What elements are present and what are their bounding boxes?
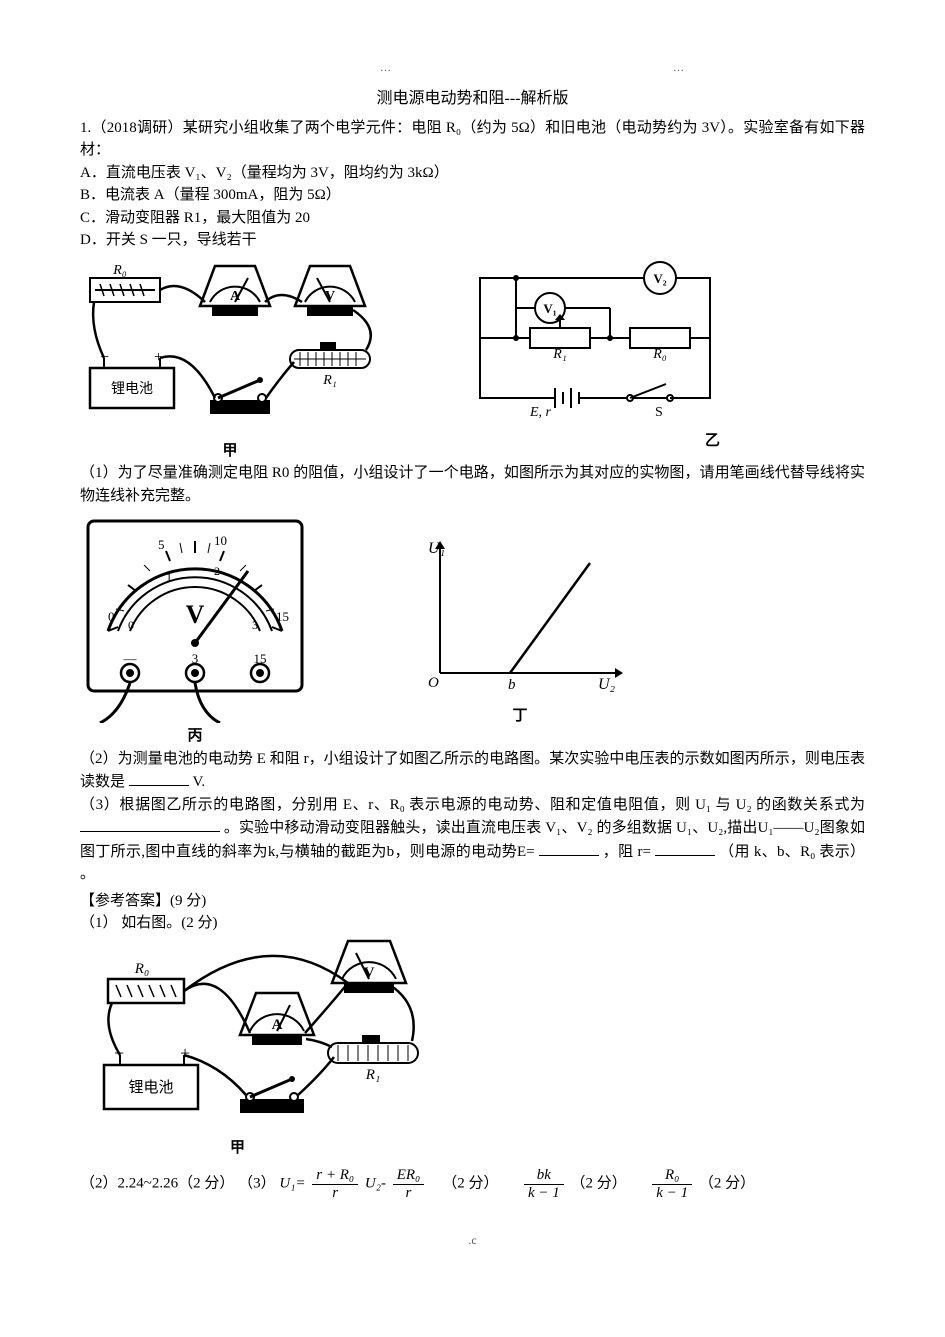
- label-ding: 丁: [512, 705, 527, 728]
- svg-text:S: S: [655, 405, 663, 420]
- frac4-den: k − 1: [652, 1185, 692, 1202]
- physical-circuit-icon: R₀ A V 锂电池 − +: [80, 258, 380, 438]
- svg-text:U₂: U₂: [598, 676, 616, 693]
- ans3-u1: U₁=: [279, 1175, 305, 1191]
- frac-2: ER₀ r: [393, 1167, 425, 1201]
- svg-text:V: V: [186, 600, 205, 629]
- frac3-den: k − 1: [524, 1185, 564, 1202]
- option-d: D．开关 S 一只，导线若干: [80, 229, 865, 252]
- svg-text:锂电池: 锂电池: [128, 1079, 173, 1096]
- svg-text:R₁: R₁: [552, 347, 566, 362]
- q2-text-b: V.: [193, 774, 206, 790]
- label-bing: 丙: [187, 725, 202, 748]
- ans2-lead: （2）2.24~2.26（2 分） （3）: [80, 1175, 276, 1191]
- svg-text:O: O: [428, 675, 439, 691]
- label-jia: 甲: [222, 440, 237, 463]
- svg-text:—: —: [123, 651, 138, 666]
- q3-text-c: ，阻 r=: [603, 844, 651, 860]
- answers-block: 【参考答案】(9 分) （1） 如右图。(2 分): [80, 890, 865, 935]
- svg-text:15: 15: [276, 609, 289, 624]
- figure-yi: V₂ V₁ R₁ R₀: [460, 258, 730, 453]
- label-answer-jia: 甲: [230, 1137, 245, 1160]
- blank-relation: [80, 816, 220, 832]
- svg-text:A: A: [272, 1017, 283, 1033]
- figure-ding: U₁ O b U₂ 丁: [410, 533, 630, 728]
- svg-text:R₀: R₀: [652, 347, 667, 362]
- svg-text:0: 0: [108, 609, 115, 624]
- svg-text:V: V: [364, 965, 375, 981]
- frac-3: bk k − 1: [524, 1167, 564, 1201]
- answer-circuit-icon: R₀ A V 锂电池 − +: [90, 935, 430, 1135]
- option-b: B．电流表 A（量程 300mA，阻为 5Ω）: [80, 184, 865, 207]
- svg-text:U₁: U₁: [428, 540, 445, 557]
- blank-r: [655, 840, 715, 856]
- figure-bing: 0 5 10 15 0 1 2 3 V — 3 15: [80, 513, 310, 748]
- frac1-den: r: [312, 1185, 358, 1202]
- svg-text:E, r: E, r: [529, 405, 552, 420]
- schematic-icon: V₂ V₁ R₁ R₀: [460, 258, 730, 428]
- frac-4: R₀ k − 1: [652, 1167, 692, 1201]
- page-header-dots: [80, 60, 865, 87]
- svg-text:1: 1: [166, 570, 172, 584]
- score-c: （2 分）: [699, 1175, 755, 1191]
- dot-b: [673, 60, 685, 77]
- frac1-num: r + R₀: [312, 1167, 358, 1185]
- figure-jia: R₀ A V 锂电池 − +: [80, 258, 380, 463]
- svg-text:3: 3: [192, 651, 199, 666]
- document-title: 测电源电动势和阻---解析版: [80, 87, 865, 111]
- answer-header: 【参考答案】(9 分): [80, 890, 865, 913]
- svg-text:A: A: [230, 289, 241, 304]
- voltmeter-icon: 0 5 10 15 0 1 2 3 V — 3 15: [80, 513, 310, 723]
- q3-text-a: （3）根据图乙所示的电路图，分别用 E、r、R₀ 表示电源的电动势、阻和定值电阻…: [80, 797, 865, 813]
- figure-row-1: R₀ A V 锂电池 − +: [80, 258, 865, 463]
- frac-1: r + R₀ r: [312, 1167, 358, 1201]
- frac3-num: bk: [524, 1167, 564, 1185]
- graph-icon: U₁ O b U₂: [410, 533, 630, 703]
- svg-text:15: 15: [254, 651, 267, 666]
- score-a: （2 分）: [442, 1175, 498, 1191]
- label-yi: 乙: [705, 430, 720, 453]
- svg-text:R₁: R₁: [322, 373, 336, 388]
- svg-text:b: b: [508, 677, 516, 693]
- option-a: A．直流电压表 V₁、V₂（量程均为 3V，阻均约为 3kΩ）: [80, 162, 865, 185]
- blank-emf: [539, 840, 599, 856]
- svg-text:V: V: [325, 289, 335, 304]
- svg-text:0: 0: [128, 618, 134, 632]
- dot-a: [380, 60, 392, 77]
- question-1: （1）为了尽量准确测定电阻 R0 的阻值，小组设计了一个电路，如图所示为其对应的…: [80, 462, 865, 507]
- frac4-num: R₀: [652, 1167, 692, 1185]
- page-footer: .c: [80, 1231, 865, 1249]
- answer-2-3: （2）2.24~2.26（2 分） （3） U₁= r + R₀ r U₂- E…: [80, 1167, 865, 1201]
- frac2-num: ER₀: [393, 1167, 425, 1185]
- blank-voltage: [129, 770, 189, 786]
- svg-text:R₁: R₁: [365, 1067, 380, 1083]
- ans3-mid: U₂-: [365, 1175, 390, 1191]
- question-2: （2）为测量电池的电动势 E 和阻 r，小组设计了如图乙所示的电路图。某次实验中…: [80, 748, 865, 794]
- figure-row-2: 0 5 10 15 0 1 2 3 V — 3 15: [80, 513, 865, 748]
- svg-text:5: 5: [158, 537, 165, 552]
- figure-answer-jia: R₀ A V 锂电池 − +: [90, 935, 865, 1160]
- answer-1: （1） 如右图。(2 分): [80, 912, 865, 935]
- svg-text:R₀: R₀: [112, 263, 127, 278]
- question-3: （3）根据图乙所示的电路图，分别用 E、r、R₀ 表示电源的电动势、阻和定值电阻…: [80, 794, 865, 886]
- svg-text:V₂: V₂: [653, 271, 666, 286]
- svg-text:锂电池: 锂电池: [111, 381, 153, 397]
- svg-text:3: 3: [252, 618, 258, 632]
- svg-text:V₁: V₁: [543, 301, 556, 316]
- svg-text:10: 10: [214, 533, 227, 548]
- svg-text:+: +: [180, 1043, 190, 1063]
- problem-lead: 1.（2018调研）某研究小组收集了两个电学元件：电阻 R₀（约为 5Ω）和旧电…: [80, 117, 865, 162]
- svg-text:2: 2: [214, 564, 220, 578]
- svg-text:R₀: R₀: [134, 961, 149, 977]
- option-c: C．滑动变阻器 R1，最大阻值为 20: [80, 207, 865, 230]
- frac2-den: r: [393, 1185, 425, 1202]
- score-b: （2 分）: [571, 1175, 627, 1191]
